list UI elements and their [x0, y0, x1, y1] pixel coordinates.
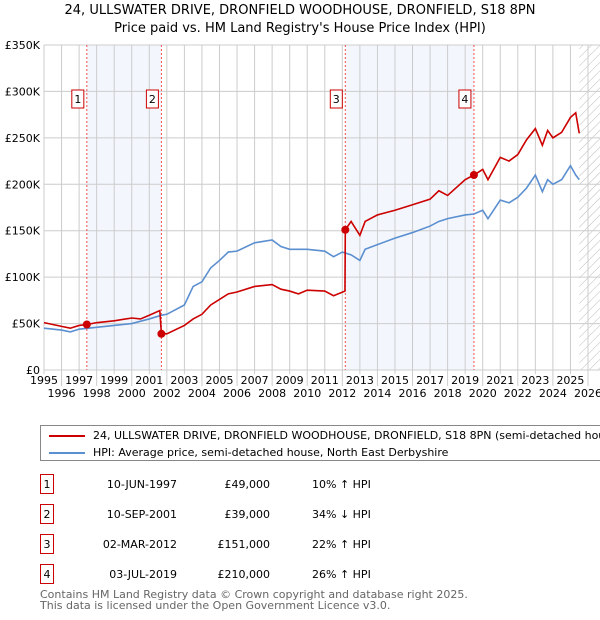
chart-title: 24, ULLSWATER DRIVE, DRONFIELD WOODHOUSE…	[0, 2, 600, 38]
sale-label: 3	[333, 93, 340, 106]
sale-label: 4	[461, 93, 468, 106]
legend-item-hpi: HPI: Average price, semi-detached house,…	[49, 446, 448, 459]
x-tick-label: 2015	[381, 374, 409, 387]
x-tick-label: 2016	[399, 387, 427, 400]
property-price-line	[43, 111, 581, 335]
sale-hpi-change: 26% ↑ HPI	[312, 567, 371, 581]
x-tick-label: 2019	[451, 374, 479, 387]
x-tick-label: 2018	[434, 387, 462, 400]
footer-line-1: Contains HM Land Registry data © Crown c…	[40, 588, 468, 601]
sale-hpi-change: 10% ↑ HPI	[312, 477, 371, 491]
y-tick-label: £150K	[5, 225, 41, 238]
footer-line-2: This data is licensed under the Open Gov…	[40, 599, 391, 612]
sale-marker-badge: 4	[40, 564, 54, 584]
sale-point	[82, 320, 91, 329]
sale-point	[469, 171, 478, 179]
x-tick-label: 2012	[328, 387, 356, 400]
x-tick-label: 1995	[30, 374, 58, 387]
sale-row: 4 03-JUL-2019 £210,000 26% ↑ HPI	[40, 564, 371, 584]
x-tick-label: 2017	[416, 374, 444, 387]
x-tick-label: 2025	[556, 374, 584, 387]
x-tick-label: 2008	[258, 387, 286, 400]
sale-row: 3 02-MAR-2012 £151,000 22% ↑ HPI	[40, 534, 371, 554]
x-tick-label: 2014	[363, 387, 391, 400]
x-tick-label: 2004	[188, 387, 216, 400]
y-tick-label: £300K	[5, 85, 41, 98]
legend-swatch-blue	[49, 451, 85, 454]
sale-marker-badge: 2	[40, 504, 54, 524]
x-tick-label: 2024	[539, 387, 567, 400]
sale-date: 03-JUL-2019	[109, 567, 177, 581]
x-tick-label: 2010	[293, 387, 321, 400]
sale-marker-badge: 3	[40, 534, 54, 554]
x-tick-label: 1998	[83, 387, 111, 400]
sale-price: £39,000	[224, 507, 271, 521]
x-tick-label: 2001	[135, 374, 163, 387]
x-tick-label: 2009	[276, 374, 304, 387]
y-tick-label: £100K	[5, 271, 41, 284]
sale-label-box	[71, 89, 85, 109]
legend-label: 24, ULLSWATER DRIVE, DRONFIELD WOODHOUSE…	[93, 429, 600, 442]
footer: Contains HM Land Registry data © Crown c…	[40, 589, 468, 611]
x-tick-label: 2002	[153, 387, 181, 400]
y-tick-label: £200K	[5, 178, 41, 191]
x-tick-label: 2013	[346, 374, 374, 387]
sale-marker-badge: 1	[40, 474, 54, 494]
sale-row: 2 10-SEP-2001 £39,000 34% ↓ HPI	[40, 504, 371, 524]
sale-date: 10-SEP-2001	[106, 507, 177, 521]
title-line: 24, ULLSWATER DRIVE, DRONFIELD WOODHOUSE…	[64, 3, 536, 18]
sale-period-band	[345, 45, 474, 370]
sale-label-box	[458, 89, 472, 109]
x-tick-label: 2005	[205, 374, 233, 387]
subtitle-line: Price paid vs. HM Land Registry's House …	[114, 21, 486, 36]
x-tick-label: 2003	[170, 374, 198, 387]
x-tick-label: 2011	[311, 374, 339, 387]
sale-label-box	[145, 89, 159, 109]
y-tick-label: £250K	[5, 132, 41, 145]
y-tick-label: £350K	[5, 39, 41, 52]
sale-price: £49,000	[224, 477, 271, 491]
x-tick-label: 2022	[504, 387, 532, 400]
sale-label: 1	[74, 93, 81, 106]
forecast-hatch	[579, 45, 600, 370]
x-tick-label: 2000	[118, 387, 146, 400]
x-tick-label: 2020	[469, 387, 497, 400]
x-tick-label: 1997	[65, 374, 93, 387]
y-tick-label: £50K	[12, 318, 41, 331]
x-tick-label: 2006	[223, 387, 251, 400]
legend-item-property: 24, ULLSWATER DRIVE, DRONFIELD WOODHOUSE…	[49, 429, 600, 442]
x-tick-label: 1996	[48, 387, 76, 400]
sale-label: 2	[149, 93, 156, 106]
sale-point	[341, 225, 350, 234]
x-tick-label: 1999	[100, 374, 128, 387]
y-tick-label: £0	[26, 364, 40, 377]
x-tick-label: 2021	[486, 374, 514, 387]
x-tick-label: 2023	[521, 374, 549, 387]
x-tick-label: 2007	[241, 374, 269, 387]
sale-date: 02-MAR-2012	[102, 537, 177, 551]
sale-row: 1 10-JUN-1997 £49,000 10% ↑ HPI	[40, 474, 371, 494]
hpi-line	[43, 164, 580, 333]
x-tick-label: 2026	[574, 387, 600, 400]
legend-swatch-red	[49, 434, 85, 437]
sale-date: 10-JUN-1997	[106, 477, 177, 491]
price-chart: 1995199619971998199920002001200220032004…	[5, 39, 600, 400]
legend: 24, ULLSWATER DRIVE, DRONFIELD WOODHOUSE…	[40, 425, 600, 461]
sale-hpi-change: 22% ↑ HPI	[312, 537, 371, 551]
sale-hpi-change: 34% ↓ HPI	[312, 507, 371, 521]
sale-price: £151,000	[217, 537, 271, 551]
sale-label-box	[329, 89, 343, 109]
sale-price: £210,000	[217, 567, 271, 581]
sale-point	[157, 329, 166, 338]
legend-label: HPI: Average price, semi-detached house,…	[93, 446, 449, 459]
